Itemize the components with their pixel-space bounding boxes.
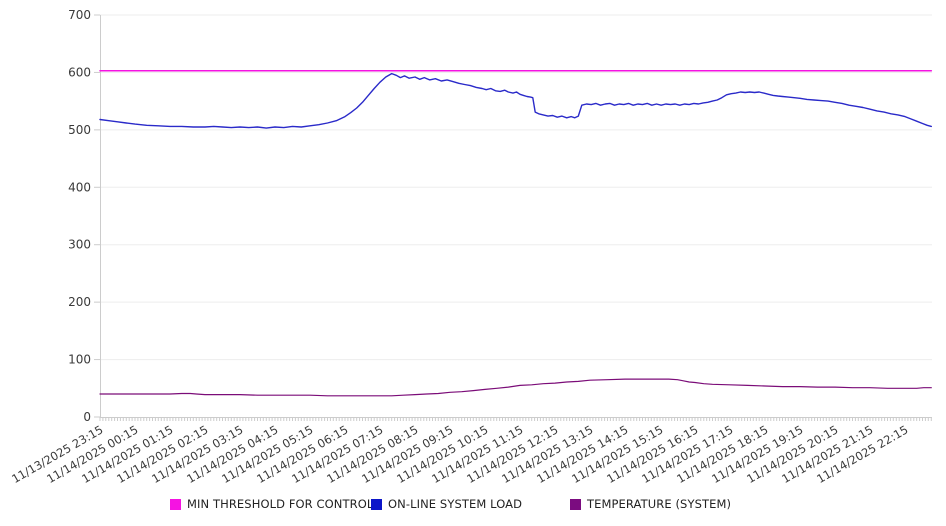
y-axis-tick-label: 200: [68, 295, 91, 309]
legend-item-system-load[interactable]: ON-LINE SYSTEM LOAD: [371, 497, 522, 511]
y-axis-tick-label: 100: [68, 353, 91, 367]
legend-swatch-purple-icon: [570, 498, 581, 510]
legend-swatch-magenta-icon: [170, 498, 181, 510]
chart-legend: MIN THRESHOLD FOR CONTROL ON-LINE SYSTEM…: [0, 497, 946, 513]
legend-label: MIN THRESHOLD FOR CONTROL: [187, 497, 374, 511]
legend-swatch-blue-icon: [371, 498, 382, 510]
y-axis-tick-label: 400: [68, 180, 91, 194]
y-axis-tick-label: 500: [68, 123, 91, 137]
y-axis-tick-label: 0: [83, 410, 91, 424]
y-axis-tick-label: 600: [68, 65, 91, 79]
system-load-line: [99, 72, 932, 129]
x-minor-ticks: [99, 417, 932, 421]
legend-label: ON-LINE SYSTEM LOAD: [388, 497, 523, 511]
legend-item-min-threshold[interactable]: MIN THRESHOLD FOR CONTROL: [170, 497, 373, 511]
legend-item-temperature[interactable]: TEMPERATURE (SYSTEM): [570, 497, 731, 511]
temperature-line: [99, 378, 932, 397]
line-chart: 0 100 200 300 400 500 600 700 11/13/2025 23:15 11…: [9, 8, 933, 486]
y-axis-tick-label: 700: [68, 8, 91, 22]
y-axis-tick-label: 300: [68, 238, 91, 252]
legend-label: TEMPERATURE (SYSTEM): [587, 497, 732, 511]
